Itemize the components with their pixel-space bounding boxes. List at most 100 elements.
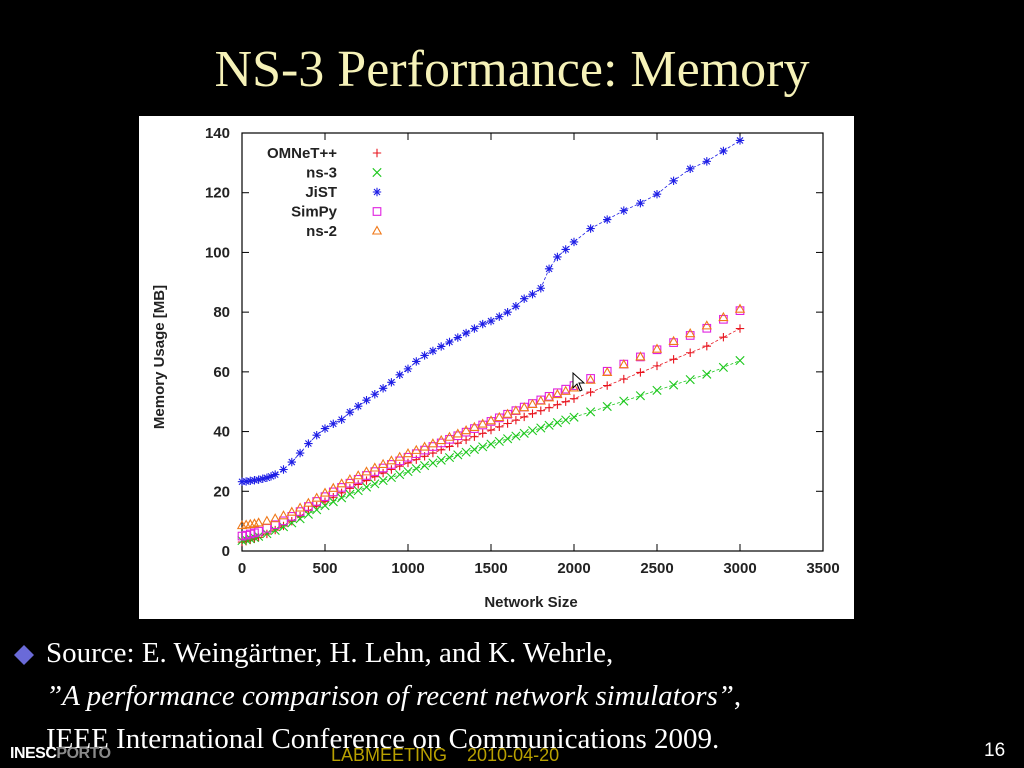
data-point bbox=[436, 434, 447, 445]
data-point bbox=[544, 420, 554, 430]
data-point bbox=[370, 467, 380, 476]
data-point bbox=[618, 359, 629, 369]
data-point bbox=[411, 444, 422, 454]
series-ns-3 bbox=[237, 355, 745, 546]
data-point bbox=[561, 245, 570, 254]
citation-venue: IEEE International Conference on Communi… bbox=[46, 723, 720, 755]
series-omnet- bbox=[237, 324, 745, 547]
inesc-porto-logo: INESCPORTO bbox=[10, 745, 111, 763]
data-point bbox=[387, 460, 396, 469]
data-point bbox=[287, 512, 297, 521]
data-point bbox=[719, 146, 728, 156]
data-point bbox=[337, 415, 346, 424]
data-point bbox=[420, 351, 429, 360]
data-point bbox=[636, 368, 645, 377]
data-point bbox=[394, 451, 405, 461]
data-point bbox=[685, 328, 696, 338]
data-point bbox=[353, 470, 364, 480]
x-axis-label: Network Size bbox=[484, 594, 577, 611]
source-citation: Source: E. Weingärtner, H. Lehn, and K. … bbox=[14, 632, 1004, 761]
data-point bbox=[453, 439, 462, 448]
data-point bbox=[702, 157, 711, 166]
data-point bbox=[511, 301, 521, 311]
series-ns-2 bbox=[236, 303, 746, 530]
data-point bbox=[528, 409, 537, 418]
data-point bbox=[412, 357, 421, 366]
data-point bbox=[477, 418, 488, 428]
data-point bbox=[461, 435, 471, 445]
data-point bbox=[345, 478, 355, 488]
data-point bbox=[428, 458, 438, 468]
data-point bbox=[328, 497, 338, 507]
data-point bbox=[503, 419, 512, 428]
data-point bbox=[345, 407, 355, 417]
data-point bbox=[569, 237, 579, 247]
data-point bbox=[461, 427, 471, 437]
data-point bbox=[445, 442, 454, 451]
data-point bbox=[478, 442, 488, 452]
memory-usage-chart: 0 500 1000 1500 2000 2500 3000 3500 0 20 40 60 80 100… bbox=[139, 116, 854, 619]
x-tick-label: 2500 bbox=[640, 560, 673, 577]
data-point bbox=[469, 444, 479, 455]
data-point bbox=[478, 420, 488, 430]
data-point bbox=[270, 525, 280, 535]
legend-marker bbox=[371, 225, 383, 235]
data-point bbox=[337, 493, 347, 503]
data-point bbox=[362, 396, 371, 405]
data-point bbox=[519, 402, 530, 412]
data-point bbox=[585, 374, 596, 384]
data-point bbox=[485, 415, 497, 425]
data-point bbox=[502, 408, 513, 418]
data-point bbox=[428, 346, 438, 356]
data-point bbox=[520, 294, 529, 303]
chart-legend: OMNeT++ ns-3 JiST SimPy ns-2 bbox=[267, 145, 383, 240]
data-point bbox=[241, 477, 251, 486]
data-point bbox=[337, 483, 346, 492]
data-point bbox=[586, 224, 595, 233]
series-jist bbox=[237, 136, 745, 486]
data-point bbox=[412, 455, 421, 464]
data-point bbox=[386, 455, 397, 465]
data-point bbox=[437, 342, 446, 351]
data-point bbox=[503, 307, 512, 317]
data-point bbox=[552, 418, 562, 428]
data-point bbox=[328, 487, 338, 497]
data-point bbox=[685, 375, 695, 385]
data-point bbox=[361, 466, 372, 476]
data-point bbox=[520, 412, 529, 422]
data-point bbox=[411, 464, 421, 474]
data-point bbox=[735, 355, 745, 366]
x-tick-label: 3000 bbox=[723, 560, 756, 577]
data-point bbox=[560, 385, 571, 395]
data-point bbox=[270, 520, 280, 530]
data-point bbox=[362, 476, 371, 485]
data-point bbox=[669, 355, 678, 364]
data-point bbox=[329, 493, 338, 502]
data-point bbox=[295, 507, 305, 516]
data-point bbox=[312, 502, 321, 511]
data-point bbox=[636, 198, 645, 208]
x-tick-label: 0 bbox=[238, 560, 246, 577]
data-point bbox=[486, 417, 496, 426]
y-tick-label: 60 bbox=[213, 364, 230, 381]
data-point bbox=[262, 529, 272, 539]
data-point bbox=[254, 475, 263, 484]
data-point bbox=[312, 505, 322, 515]
data-point bbox=[445, 337, 454, 347]
chart-canvas: 0 500 1000 1500 2000 2500 3000 3500 0 20 40 60 80 100… bbox=[151, 125, 840, 611]
plot-border bbox=[241, 132, 824, 552]
data-point bbox=[603, 381, 612, 390]
data-point bbox=[270, 513, 281, 523]
data-point bbox=[279, 465, 288, 474]
data-point bbox=[303, 497, 314, 507]
data-point bbox=[586, 407, 596, 417]
legend-marker bbox=[372, 187, 382, 197]
data-point bbox=[668, 335, 679, 345]
data-point bbox=[470, 324, 479, 333]
diamond-bullet-icon bbox=[14, 645, 34, 665]
data-point bbox=[250, 476, 259, 485]
data-point bbox=[701, 320, 712, 330]
data-point bbox=[395, 469, 405, 480]
data-point bbox=[486, 439, 496, 449]
slide-title: NS-3 Performance: Memory bbox=[214, 41, 810, 98]
